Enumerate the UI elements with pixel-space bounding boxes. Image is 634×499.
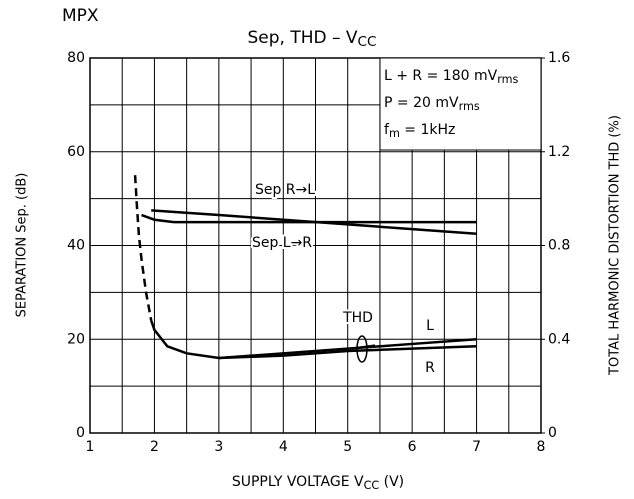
y2-tick-label: 0.8 <box>548 238 570 254</box>
y-tick-label: 60 <box>67 144 85 160</box>
x-tick-label: 2 <box>150 439 159 455</box>
chart-title-part: Sep, THD – V <box>247 28 357 48</box>
condition-part: m <box>389 127 400 140</box>
condition: L + R = 180 mVrms <box>384 68 518 86</box>
series-line <box>218 345 477 360</box>
condition-part: f <box>384 122 390 138</box>
condition-part: rms <box>459 100 480 113</box>
x-tick-label: 6 <box>408 439 417 455</box>
condition-part: = 1kHz <box>400 122 456 138</box>
series-line <box>150 320 477 360</box>
x-axis-label-part: SUPPLY VOLTAGE V <box>232 474 364 490</box>
chart-title-part: CC <box>358 34 377 50</box>
y-tick-label: 40 <box>67 238 85 254</box>
curve-label: L <box>426 318 434 334</box>
y-tick-label: 20 <box>67 331 85 347</box>
condition: P = 20 mVrms <box>384 95 480 113</box>
x-tick-label: 3 <box>214 439 223 455</box>
curve-label: R <box>425 360 435 376</box>
y2-axis-label: TOTAL HARMONIC DISTORTION THD (%) <box>608 115 623 376</box>
series-line <box>133 175 153 321</box>
y2-tick-label: 1.2 <box>548 144 570 160</box>
plot-frame <box>89 57 542 434</box>
x-axis-label: SUPPLY VOLTAGE VCC (V) <box>232 474 404 492</box>
y-axis-label: SEPARATION Sep. (dB) <box>15 173 30 318</box>
header: MPX <box>62 6 99 26</box>
curve-label: Sep R→L <box>255 182 315 198</box>
y2-tick-label: 1.6 <box>548 50 570 66</box>
x-tick-label: 1 <box>86 439 95 455</box>
x-tick-label: 4 <box>279 439 288 455</box>
condition-part: rms <box>497 73 518 86</box>
x-axis-label-part: (V) <box>379 474 404 490</box>
y-tick-label: 0 <box>76 425 85 441</box>
y2-tick-label: 0 <box>548 425 557 441</box>
condition: fm = 1kHz <box>384 122 455 140</box>
curve-label: Sep L→R <box>252 235 312 251</box>
chart-title: Sep, THD – VCC <box>247 28 376 50</box>
series-line <box>141 213 477 224</box>
y2-tick-label: 0.4 <box>548 331 570 347</box>
condition-part: L + R = 180 mV <box>384 68 498 84</box>
conditions-box <box>379 57 542 151</box>
curve-label: THD <box>342 310 373 326</box>
x-axis-label-part: CC <box>364 479 380 492</box>
x-tick-label: 8 <box>537 439 546 455</box>
x-tick-label: 5 <box>343 439 352 455</box>
x-tick-label: 7 <box>472 439 481 455</box>
y-tick-label: 80 <box>67 50 85 66</box>
condition-part: P = 20 mV <box>384 95 459 111</box>
